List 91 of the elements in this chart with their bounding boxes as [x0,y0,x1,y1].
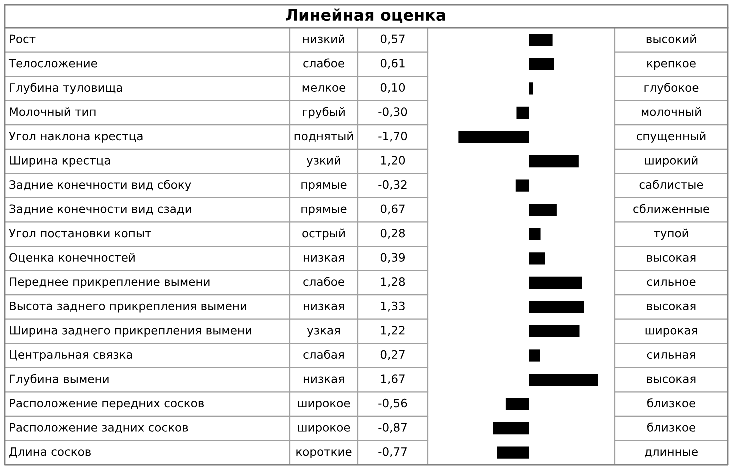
chart-title: Линейная оценка [286,8,446,24]
bar [458,131,530,144]
data-label: -0,30 [378,108,408,118]
data-label: 1,20 [381,156,406,166]
bar [529,155,579,168]
text: широкая [646,328,698,338]
bar [506,398,530,410]
y-tick-label: Глубина туловища [10,83,122,94]
text: прямые [302,206,347,216]
text: острый [302,228,345,240]
data-label: 0,27 [380,350,405,360]
data-label: -0,77 [378,447,407,458]
data-label: -0,87 [378,423,407,434]
text: короткие [296,450,352,458]
text: сильная [647,352,696,360]
text: сильное [647,280,696,286]
bar [529,350,540,362]
text: молочный [642,107,702,116]
y-tick-label: Рост [10,34,36,44]
text: высокая [647,304,696,311]
bar [529,228,541,240]
bar [493,422,530,435]
text: длинные [645,450,698,458]
y-tick-label: Задние конечности вид сбоку [10,180,192,192]
text: поднятый [294,132,354,142]
data-label: 0,67 [380,204,405,215]
text: узкий [306,156,340,168]
bar [516,106,530,120]
y-tick-label: Переднее прикрепление вымени [10,278,210,288]
text: слабое [304,277,344,286]
y-tick-label: Задние конечности вид сзади [10,204,192,215]
bar [497,446,530,459]
data-label: 0,57 [380,34,405,45]
bar [529,58,554,70]
text: тупой [654,228,688,240]
y-tick-label: Телосложение [8,59,98,68]
data-label: 0,39 [380,253,406,264]
y-tick-label: Длина сосков [10,448,91,458]
text: глубокое [644,83,699,94]
text: мелкое [302,85,346,92]
data-label: 1,22 [381,326,405,336]
data-label: 1,28 [381,278,406,288]
text: слабое [304,58,344,68]
bar [529,301,584,314]
text: спущенный [636,132,706,143]
bar [529,374,598,386]
text: высокий [646,34,696,44]
y-tick-label: Угол постановки копыт [9,229,152,238]
text: широкое [298,425,350,434]
data-label: 1,67 [381,374,405,385]
text: сближенные [634,204,710,214]
y-tick-label: Молочный тип [10,107,96,116]
text: близкое [648,422,696,432]
text: саблистые [640,180,704,190]
text: слабая [304,350,344,360]
data-label: -1,70 [378,132,408,142]
data-label: 1,33 [381,302,405,312]
text: низкая [304,304,344,311]
bar [529,325,580,338]
text: близкое [648,398,696,408]
bar [529,204,557,216]
bar [529,34,553,46]
text: низкая [304,255,344,262]
bar [529,82,534,95]
data-label: 0,61 [380,59,405,69]
text: прямые [302,182,347,192]
bar [529,252,546,265]
text: крепкое [648,61,696,70]
y-tick-label: Расположение задних сосков [10,423,188,434]
text: высокая [647,376,696,384]
y-tick-label: Высота заднего прикрепления вымени [10,302,246,313]
data-label: -0,32 [378,180,407,190]
y-tick-label: Ширина заднего прикрепления вымени [10,326,252,338]
y-tick-label: Ширина крестца [10,156,110,168]
text: высокая [647,255,696,262]
data-label: 0,28 [380,228,406,239]
text: широкое [298,401,350,410]
text: широкий [645,156,698,168]
y-tick-label: Угол наклона крестца [9,132,143,143]
text: низкая [304,376,344,384]
text: грубый [303,107,345,119]
data-label: -0,56 [378,398,408,409]
text: узкая [307,328,340,338]
y-tick-label: Расположение передних сосков [10,399,204,410]
y-tick-label: Глубина вымени [10,374,109,386]
text: низкий [303,34,345,44]
y-tick-label: Центральная связка [10,350,132,362]
bar [529,276,582,289]
bar [516,180,530,192]
data-label: 0,10 [380,83,406,94]
y-tick-label: Оценка конечностей [10,253,135,264]
